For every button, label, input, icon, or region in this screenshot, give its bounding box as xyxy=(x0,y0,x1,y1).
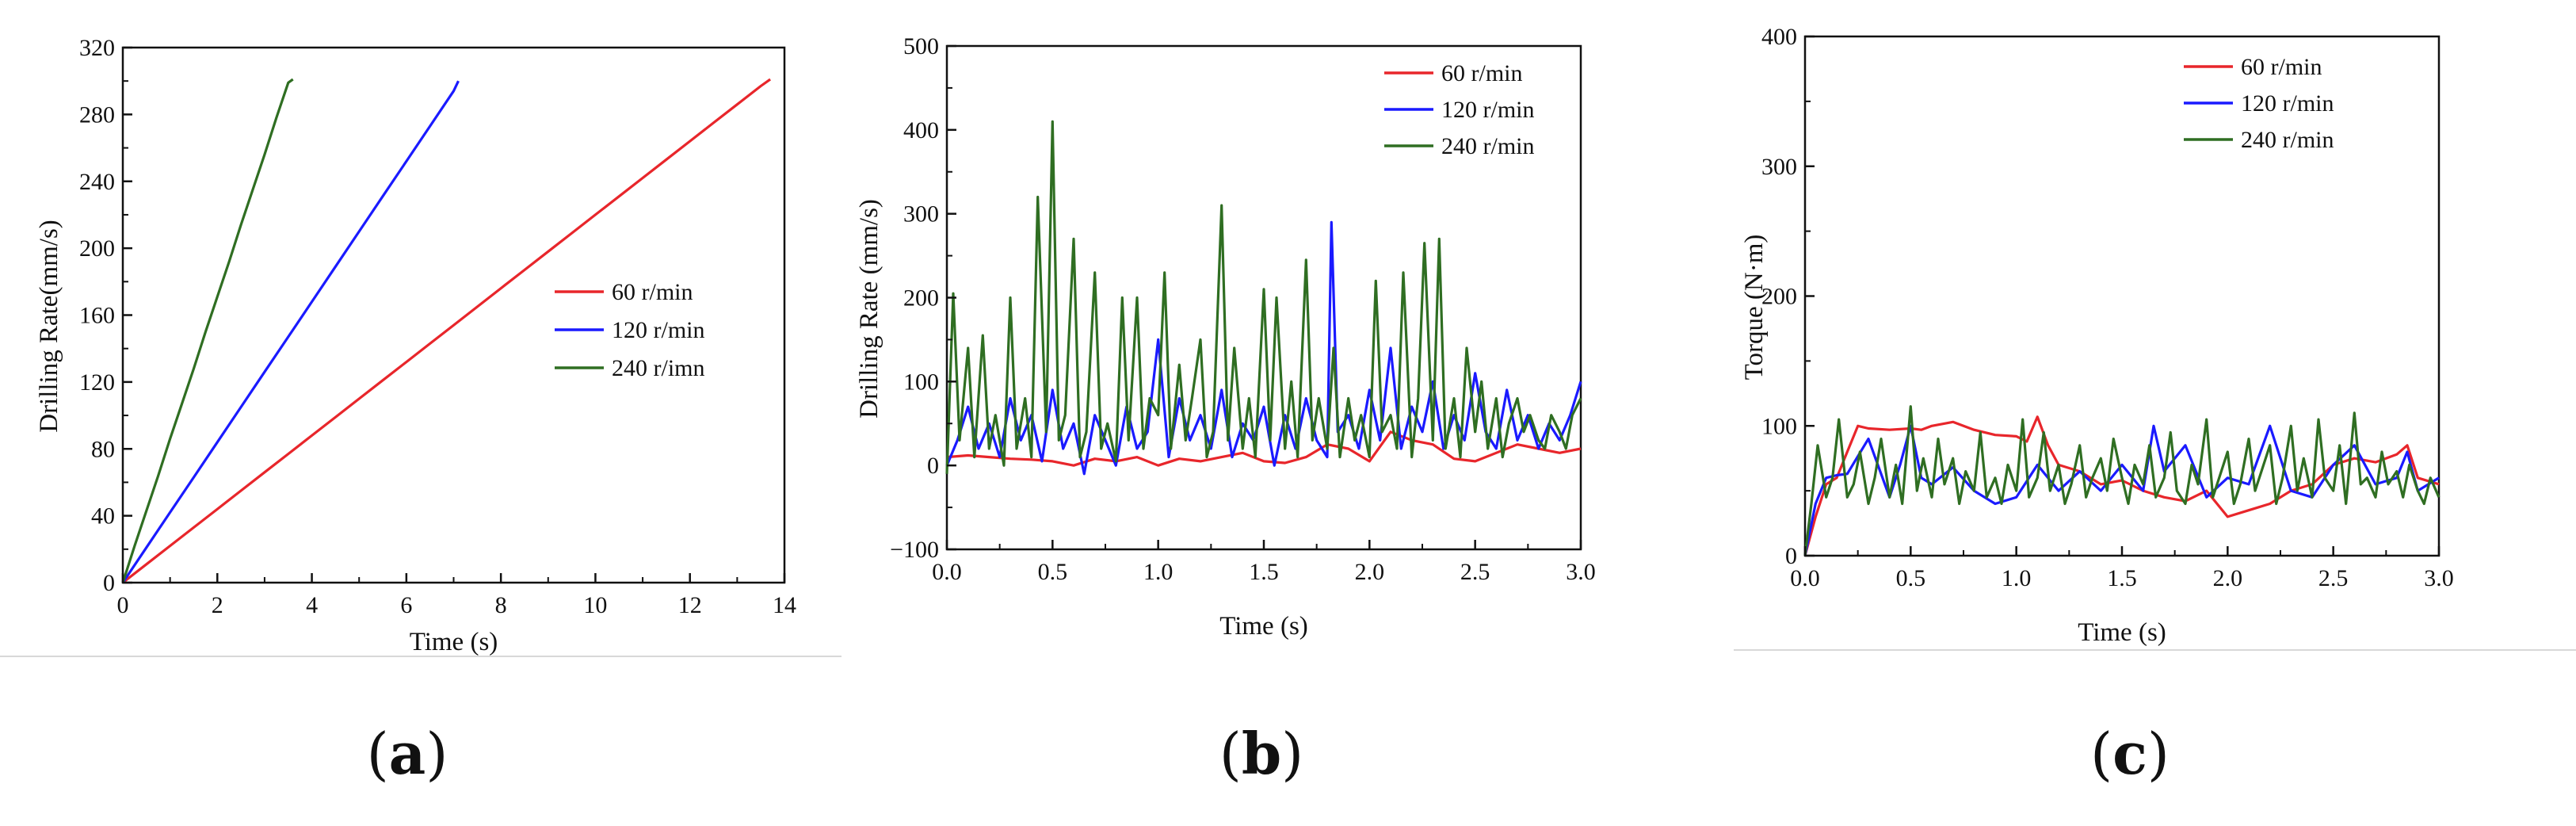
chart-panel-a: 0 2 4 6 8 10 12 14 0 40 80 120 160 200 240 280 320 Time (… xyxy=(0,0,841,713)
x-tick-label: 12 xyxy=(678,592,702,618)
drilling-rate-time-chart: 0.0 0.5 1.0 1.5 2.0 2.5 3.0 −100 0 100 200 300 400 50… xyxy=(855,33,1596,641)
y-tick-label: 200 xyxy=(1761,284,1797,310)
drilling-rate-cumulative-chart: 0 2 4 6 8 10 12 14 0 40 80 120 160 200 240 280 320 Time (… xyxy=(0,35,841,657)
y-tick-label: 240 xyxy=(79,169,115,195)
x-tick-label: 2.5 xyxy=(2318,565,2349,591)
x-tick-label: 0.0 xyxy=(932,559,962,585)
series-line-1 xyxy=(946,430,1582,467)
x-tick-label: 0.5 xyxy=(1038,559,1068,585)
x-tick-label: 2.0 xyxy=(2213,565,2243,591)
series-line-1 xyxy=(122,78,772,584)
x-tick-label: 3.0 xyxy=(2424,565,2454,591)
y-tick-label: 400 xyxy=(903,117,939,143)
series-line-2 xyxy=(121,80,460,583)
y-tick-label: 0 xyxy=(1785,543,1797,569)
y-axis-title: Torque (N·m) xyxy=(1740,235,1769,380)
y-tick-label: 280 xyxy=(79,101,115,128)
panel-label-a: (a) xyxy=(366,720,448,787)
legend-label-2: 120 r/min xyxy=(2241,90,2334,117)
legend-label-3: 240 r/min xyxy=(1441,133,1535,159)
x-tick-label: 2 xyxy=(212,592,223,618)
legend-label-3: 240 r/imn xyxy=(612,355,705,381)
y-tick-label: 320 xyxy=(79,35,115,61)
y-tick-label: 100 xyxy=(1761,413,1797,439)
y-tick-label: −100 xyxy=(890,537,939,563)
x-axis-title: Time (s) xyxy=(1219,612,1308,641)
y-tick-label: 0 xyxy=(103,570,115,596)
legend-label-1: 60 r/min xyxy=(612,279,693,305)
y-tick-label: 80 xyxy=(91,436,115,462)
y-tick-label: 300 xyxy=(903,201,939,228)
x-tick-label: 1.5 xyxy=(2107,565,2137,591)
y-tick-label: 200 xyxy=(903,285,939,312)
x-tick-label: 1.5 xyxy=(1249,559,1279,585)
series-line-3 xyxy=(121,78,294,583)
x-tick-label: 3.0 xyxy=(1566,559,1596,585)
series-line-3 xyxy=(945,120,1582,474)
chart-panel-c: 0.0 0.5 1.0 1.5 2.0 2.5 3.0 0 100 200 300 400 Time (… xyxy=(1734,0,2576,713)
x-tick-label: 10 xyxy=(583,592,607,618)
chart-panel-b: 0.0 0.5 1.0 1.5 2.0 2.5 3.0 −100 0 100 200 300 400 50… xyxy=(852,0,1715,713)
x-tick-label: 8 xyxy=(495,592,507,618)
legend-label-3: 240 r/min xyxy=(2241,127,2334,153)
x-tick-label: 2.0 xyxy=(1355,559,1385,585)
x-tick-label: 1.0 xyxy=(2002,565,2032,591)
panel-label-c: (c) xyxy=(2089,720,2170,787)
legend-label-1: 60 r/min xyxy=(2241,54,2322,80)
torque-time-chart: 0.0 0.5 1.0 1.5 2.0 2.5 3.0 0 100 200 300 400 Time (… xyxy=(1734,24,2576,651)
x-axis-title: Time (s) xyxy=(410,628,498,656)
y-axis-title: Drilling Rate (mm/s) xyxy=(855,199,883,419)
legend-label-1: 60 r/min xyxy=(1441,60,1523,86)
legend-label-2: 120 r/min xyxy=(612,317,705,343)
y-tick-label: 100 xyxy=(903,369,939,395)
panel-label-b: (b) xyxy=(1219,720,1304,787)
y-tick-label: 40 xyxy=(91,503,115,530)
y-tick-label: 500 xyxy=(903,33,939,59)
x-tick-label: 2.5 xyxy=(1460,559,1490,585)
y-tick-label: 120 xyxy=(79,369,115,396)
y-tick-label: 160 xyxy=(79,303,115,329)
series-line-3 xyxy=(1803,405,2441,556)
x-axis-title: Time (s) xyxy=(2078,618,2166,647)
y-tick-label: 0 xyxy=(927,453,939,479)
x-tick-label: 0 xyxy=(117,592,129,618)
y-axis-title: Drilling Rate(mm/s) xyxy=(35,220,63,433)
x-tick-label: 14 xyxy=(773,592,796,618)
x-tick-label: 1.0 xyxy=(1143,559,1174,585)
x-tick-label: 4 xyxy=(306,592,318,618)
x-tick-label: 0.0 xyxy=(1790,565,1820,591)
x-tick-label: 0.5 xyxy=(1896,565,1926,591)
y-tick-label: 200 xyxy=(79,235,115,262)
plot-frame xyxy=(121,46,786,584)
y-tick-label: 300 xyxy=(1761,154,1797,180)
y-tick-label: 400 xyxy=(1761,24,1797,50)
legend-label-2: 120 r/min xyxy=(1441,97,1535,123)
x-tick-label: 6 xyxy=(400,592,412,618)
